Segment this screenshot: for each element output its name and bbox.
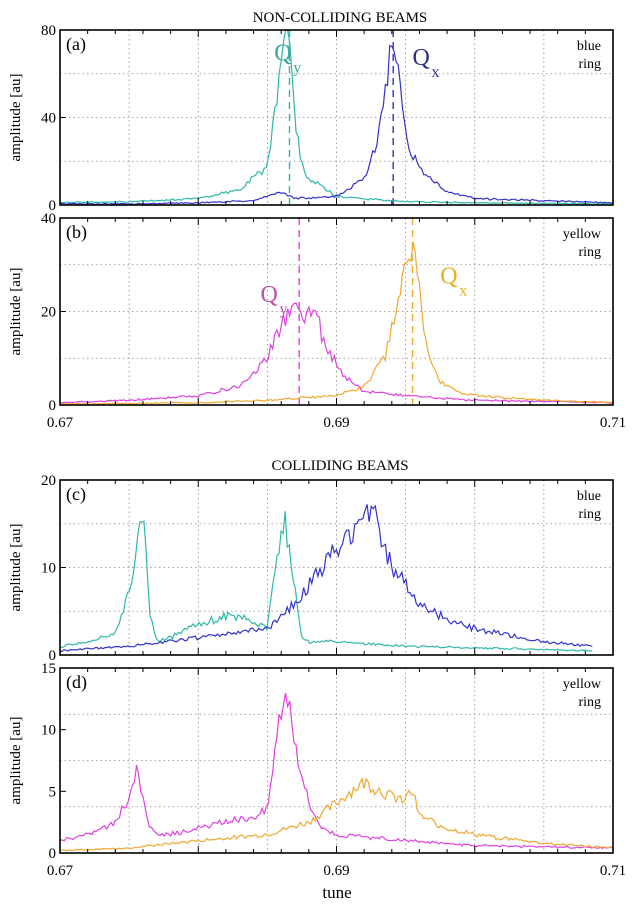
y-tick-label: 0 (49, 846, 57, 862)
series-line (59, 302, 614, 404)
panel-label: (a) (66, 34, 86, 55)
peak-label: Q (440, 263, 457, 289)
y-tick-label: 10 (41, 561, 56, 577)
series-line (59, 241, 614, 406)
peak-label: Q (413, 45, 430, 71)
peak-label-subscript: x (459, 282, 467, 299)
x-tick-label: 0.69 (323, 863, 349, 879)
y-axis-label: amplitude [au] (8, 268, 24, 356)
ring-label: ring (578, 507, 601, 522)
x-tick-label: 0.67 (47, 415, 74, 431)
peak-label-subscript: y (293, 60, 301, 77)
x-tick-label: 0.71 (600, 415, 626, 431)
panel-label: (c) (66, 484, 86, 505)
panel-d: 0 5 10 15 0.67 0.69 0.71 amplitude [au] (d) yello… (8, 661, 626, 879)
series-line (59, 511, 593, 652)
series-line (59, 29, 614, 205)
panel-label: (d) (66, 672, 87, 693)
ring-label: ring (578, 57, 601, 72)
panel-b: 0 20 40 0.67 0.69 0.71 amplitude [au] (b) yellow… (8, 211, 626, 431)
ring-label: blue (577, 39, 601, 54)
y-axis-label: amplitude [au] (8, 717, 24, 805)
peak-label: Q (260, 282, 277, 308)
y-tick-label: 80 (41, 23, 56, 39)
x-tick-label: 0.69 (323, 415, 349, 431)
ring-label: ring (578, 245, 601, 260)
series-line (60, 44, 614, 206)
panel-c: 0 10 20 amplitude [au] (c) blue ring (8, 473, 614, 664)
y-tick-label: 5 (49, 784, 57, 800)
y-axis-label: amplitude [au] (8, 524, 24, 612)
series-line (59, 777, 614, 852)
series-line (59, 504, 593, 653)
peak-label: Q (274, 41, 291, 67)
y-tick-label: 0 (49, 198, 57, 214)
y-tick-label: 0 (49, 648, 57, 664)
y-tick-label: 0 (49, 398, 57, 414)
y-tick-label: 15 (41, 661, 56, 677)
title-non-colliding: NON-COLLIDING BEAMS (253, 10, 428, 26)
y-tick-label: 40 (41, 211, 56, 227)
y-tick-label: 20 (41, 473, 56, 489)
y-tick-label: 40 (41, 111, 56, 127)
x-tick-label: 0.67 (47, 863, 74, 879)
ring-label: blue (577, 489, 601, 504)
ring-label: yellow (563, 677, 602, 692)
panel-label: (b) (66, 222, 87, 243)
y-tick-label: 10 (41, 723, 56, 739)
ring-label: ring (578, 695, 601, 710)
title-colliding: COLLIDING BEAMS (271, 458, 408, 474)
y-tick-label: 20 (41, 305, 56, 321)
x-tick-label: 0.71 (600, 863, 626, 879)
series-line (59, 693, 614, 850)
ring-label: yellow (563, 227, 602, 242)
x-axis-label: tune (322, 883, 351, 902)
y-axis-label: amplitude [au] (8, 74, 24, 162)
peak-label-subscript: y (279, 301, 287, 318)
peak-label-subscript: x (432, 64, 440, 81)
